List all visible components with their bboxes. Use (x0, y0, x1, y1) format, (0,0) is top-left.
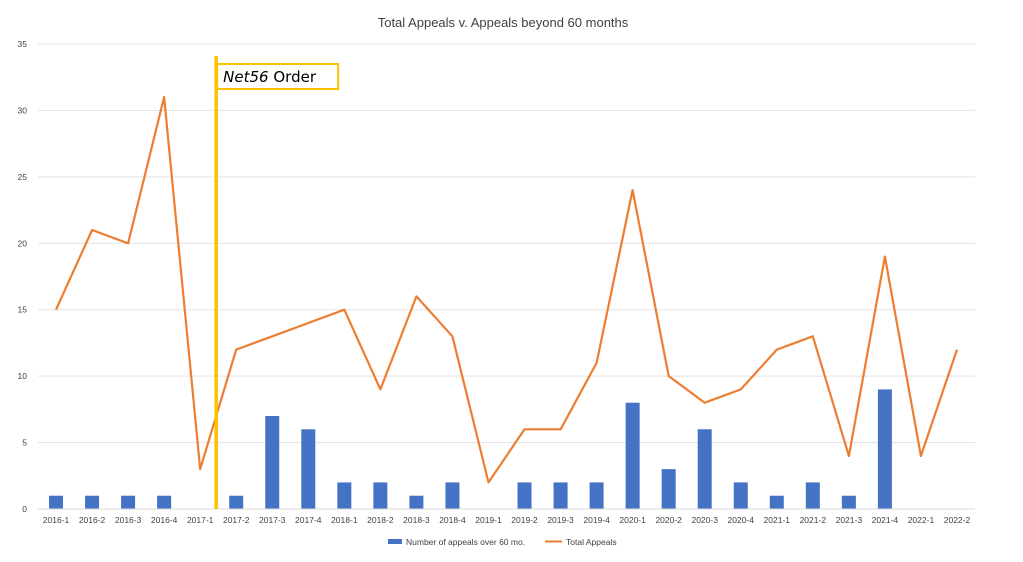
bar (805, 482, 820, 509)
bar (409, 495, 424, 509)
bar (733, 482, 748, 509)
x-tick-label: 2017-4 (295, 515, 322, 525)
legend-bar-swatch (388, 539, 402, 544)
total-appeals-line (54, 95, 959, 484)
x-tick-label: 2019-1 (475, 515, 502, 525)
x-tick-label: 2017-2 (223, 515, 250, 525)
bar (373, 482, 388, 509)
y-tick-label: 20 (18, 238, 28, 248)
y-tick-label: 10 (18, 371, 28, 381)
y-axis-ticks: 0 5 10 15 20 25 30 35 (18, 39, 28, 514)
bar (697, 429, 712, 509)
bar (661, 469, 676, 509)
bar (517, 482, 532, 509)
x-tick-label: 2019-2 (511, 515, 538, 525)
bar (85, 495, 100, 509)
bar (445, 482, 460, 509)
x-tick-label: 2018-3 (403, 515, 430, 525)
x-tick-label: 2021-3 (836, 515, 863, 525)
bar (877, 389, 892, 509)
x-tick-label: 2019-3 (547, 515, 574, 525)
x-tick-label: 2018-4 (439, 515, 466, 525)
y-tick-label: 0 (22, 504, 27, 514)
bar (553, 482, 568, 509)
y-tick-label: 15 (18, 305, 28, 315)
x-tick-label: 2018-1 (331, 515, 358, 525)
bar (769, 495, 784, 509)
y-tick-label: 5 (22, 438, 27, 448)
x-tick-label: 2016-3 (115, 515, 142, 525)
x-tick-label: 2021-2 (800, 515, 827, 525)
x-tick-label: 2016-2 (79, 515, 106, 525)
bar (121, 495, 136, 509)
annotation-label: Net56 Order (223, 68, 317, 86)
x-tick-label: 2017-3 (259, 515, 286, 525)
legend-line-label: Total Appeals (566, 537, 617, 547)
x-tick-label: 2019-4 (583, 515, 610, 525)
line-series (54, 95, 959, 484)
y-tick-label: 25 (18, 172, 28, 182)
bar (625, 402, 640, 509)
bar (589, 482, 604, 509)
gridlines (38, 43, 975, 444)
x-axis-ticks: 2016-1 2016-2 2016-3 2016-4 2017-1 2017-2 2017… (43, 515, 971, 525)
x-tick-label: 2020-4 (728, 515, 755, 525)
bar (841, 495, 856, 509)
x-tick-label: 2020-2 (655, 515, 682, 525)
bar (49, 495, 64, 509)
x-tick-label: 2020-3 (691, 515, 718, 525)
bar (301, 429, 316, 509)
bar (337, 482, 352, 509)
x-tick-label: 2021-1 (764, 515, 791, 525)
x-tick-label: 2020-1 (619, 515, 646, 525)
legend-bar-label: Number of appeals over 60 mo. (406, 537, 525, 547)
legend: Number of appeals over 60 mo. Total Appea… (388, 537, 617, 547)
chart-title: Total Appeals v. Appeals beyond 60 month… (378, 15, 629, 30)
x-tick-label: 2021-4 (872, 515, 899, 525)
x-tick-label: 2016-1 (43, 515, 70, 525)
x-tick-label: 2022-1 (908, 515, 935, 525)
x-tick-label: 2022-2 (944, 515, 971, 525)
x-tick-label: 2017-1 (187, 515, 214, 525)
bar (265, 416, 280, 509)
bar (229, 495, 244, 509)
x-tick-label: 2016-4 (151, 515, 178, 525)
y-tick-label: 30 (18, 105, 28, 115)
bar-series (49, 389, 892, 509)
x-tick-label: 2018-2 (367, 515, 394, 525)
bar (157, 495, 172, 509)
y-tick-label: 35 (18, 39, 28, 49)
annotation-box (216, 63, 340, 90)
order-annotation: Net56 Order (214, 56, 340, 509)
